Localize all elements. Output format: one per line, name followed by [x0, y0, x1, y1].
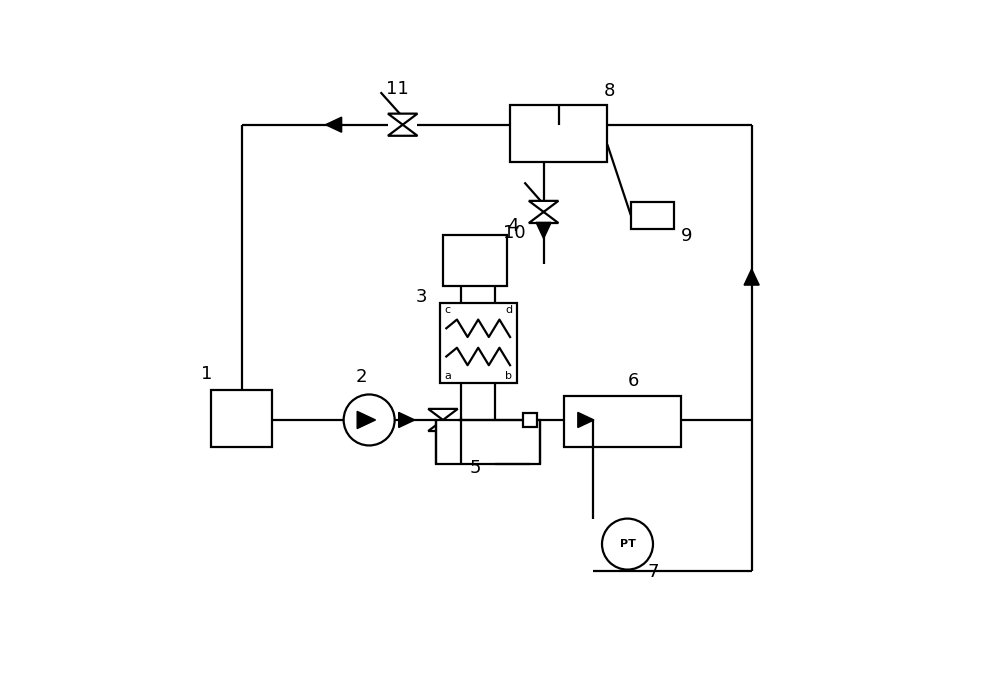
- Polygon shape: [744, 269, 759, 285]
- Bar: [564, 396, 681, 447]
- Text: 4: 4: [507, 217, 518, 236]
- Text: 10: 10: [503, 224, 526, 242]
- Bar: [510, 105, 607, 161]
- Text: 1: 1: [201, 365, 213, 383]
- Text: b: b: [505, 371, 512, 381]
- Text: c: c: [444, 305, 450, 315]
- Bar: [211, 390, 272, 447]
- Bar: [436, 420, 540, 463]
- Text: 6: 6: [627, 372, 639, 390]
- Text: 5: 5: [470, 459, 481, 477]
- Text: PT: PT: [620, 539, 635, 549]
- Text: 11: 11: [386, 80, 409, 98]
- Bar: [523, 413, 537, 426]
- Bar: [631, 202, 674, 229]
- Text: 7: 7: [648, 563, 659, 581]
- Text: 2: 2: [356, 368, 367, 387]
- Polygon shape: [536, 222, 551, 238]
- Text: d: d: [505, 305, 512, 315]
- Text: a: a: [444, 371, 451, 381]
- Bar: [443, 236, 507, 286]
- Polygon shape: [326, 117, 342, 132]
- Text: 8: 8: [604, 82, 615, 100]
- Text: 9: 9: [681, 227, 693, 245]
- Polygon shape: [578, 412, 594, 428]
- Text: 3: 3: [416, 288, 428, 306]
- Bar: [440, 303, 517, 383]
- Polygon shape: [357, 411, 376, 428]
- Polygon shape: [399, 412, 415, 428]
